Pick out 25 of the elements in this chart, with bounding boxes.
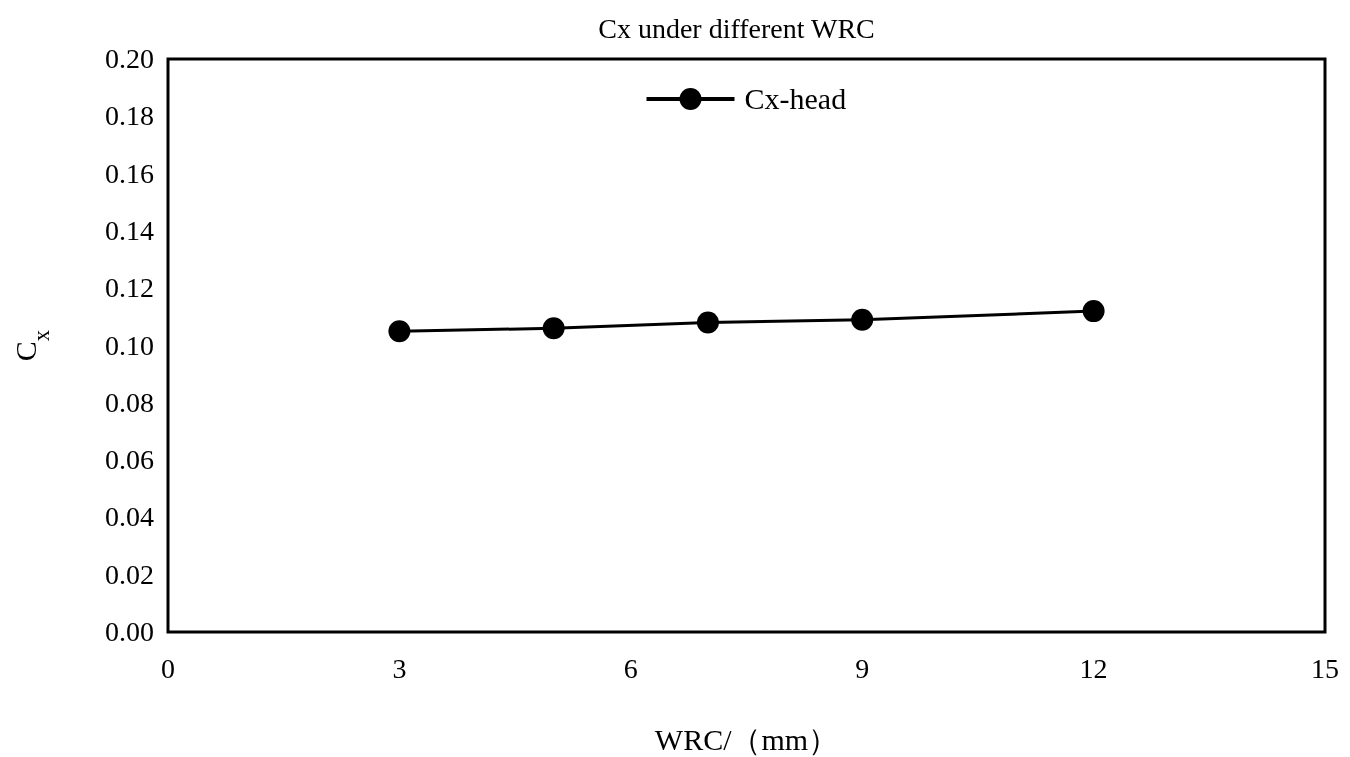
x-tick-label: 15 (1311, 653, 1339, 684)
point (388, 320, 411, 343)
legend-label: Cx-head (744, 82, 847, 115)
y-tick-label: 0.16 (105, 157, 154, 189)
y-tick-label: 0.08 (105, 386, 154, 418)
y-tick-label: 0.02 (105, 558, 154, 590)
x-tick-label: 6 (623, 653, 638, 684)
x-tick-label: 0 (161, 653, 175, 684)
y-tick-label: 0.14 (105, 214, 154, 246)
point (542, 317, 565, 340)
y-tick-label: 0.20 (105, 43, 154, 74)
x-tick-label: 3 (392, 653, 407, 684)
y-tick-label: 0.06 (105, 444, 154, 476)
point (851, 308, 874, 331)
point (696, 311, 719, 334)
x-axis-title: WRC/（mm） (654, 723, 839, 756)
point (1082, 300, 1105, 323)
y-tick-label: 0.18 (105, 100, 154, 132)
y-tick-label: 0.00 (105, 616, 154, 647)
y-tick-label: 0.12 (105, 272, 154, 304)
chart-title: Cx under different WRC (598, 13, 875, 44)
x-tick-label: 12 (1079, 653, 1108, 684)
x-tick-label: 9 (855, 653, 870, 684)
y-tick-label: 0.04 (105, 501, 154, 533)
y-tick-label: 0.10 (105, 329, 154, 361)
